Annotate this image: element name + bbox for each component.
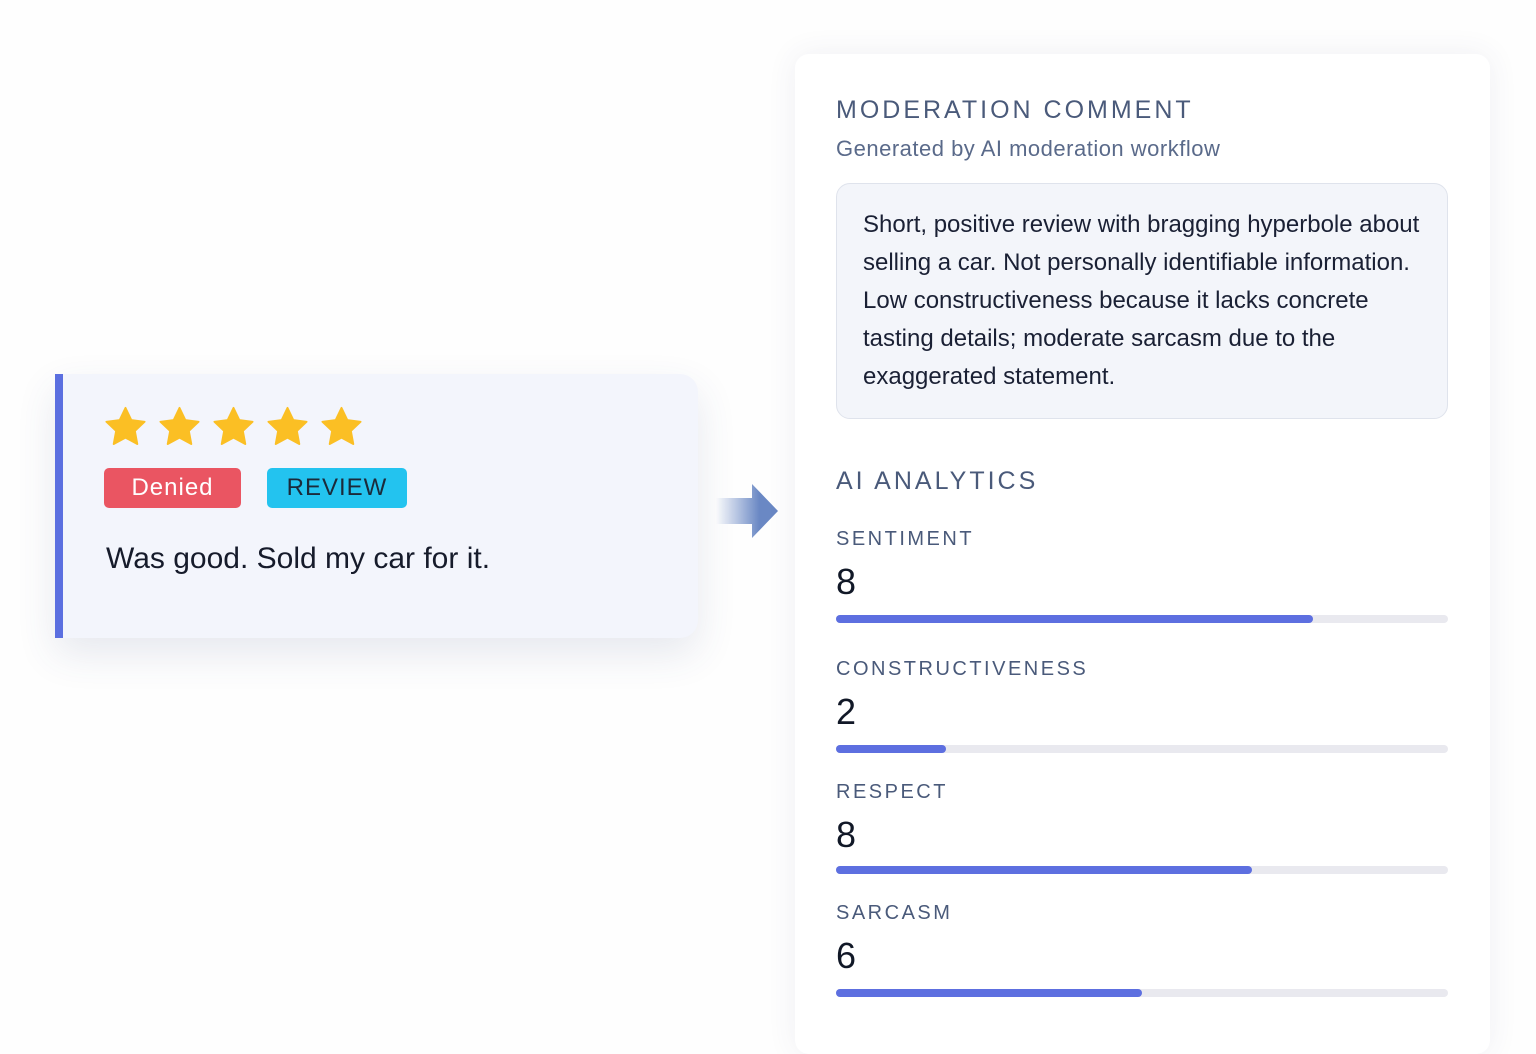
review-card: Denied REVIEW Was good. Sold my car for … [55, 374, 698, 638]
metric-value: 6 [836, 935, 857, 976]
analytics-title: AI ANALYTICS [836, 467, 1039, 495]
metric-progress-bar [836, 745, 1448, 753]
metric-label: SARCASM [836, 902, 953, 924]
metric-progress-bar [836, 866, 1448, 874]
moderation-panel: MODERATION COMMENT Generated by AI moder… [795, 54, 1490, 1054]
star-icon [213, 406, 254, 445]
metric-sarcasm: SARCASM 6 [836, 902, 1448, 997]
metric-progress-bar [836, 989, 1448, 997]
metric-progress-fill [836, 989, 1142, 997]
arrow-right-icon [716, 484, 778, 538]
moderation-title: MODERATION COMMENT [836, 96, 1194, 124]
metric-value: 2 [836, 691, 857, 732]
status-badge-denied: Denied [104, 468, 241, 508]
metric-label: RESPECT [836, 781, 948, 803]
moderation-subtitle: Generated by AI moderation workflow [836, 136, 1221, 161]
metric-progress-fill [836, 615, 1314, 623]
star-icon [105, 406, 146, 445]
metric-label: CONSTRUCTIVENESS [836, 658, 1089, 680]
metric-value: 8 [836, 561, 857, 602]
metric-respect: RESPECT 8 [836, 781, 1448, 874]
metric-value: 8 [836, 814, 857, 855]
metric-sentiment: SENTIMENT 8 [836, 528, 1448, 623]
star-icon [159, 406, 200, 445]
star-icon [321, 406, 362, 445]
moderation-comment: Short, positive review with bragging hyp… [836, 183, 1448, 419]
metric-constructiveness: CONSTRUCTIVENESS 2 [836, 658, 1448, 753]
metric-progress-bar [836, 615, 1448, 623]
star-rating [103, 404, 364, 450]
tag-badge-review: REVIEW [267, 468, 407, 508]
metric-label: SENTIMENT [836, 528, 975, 550]
metric-progress-fill [836, 745, 947, 753]
star-icon [267, 406, 308, 445]
review-text: Was good. Sold my car for it. [106, 542, 491, 575]
metric-progress-fill [836, 866, 1253, 874]
